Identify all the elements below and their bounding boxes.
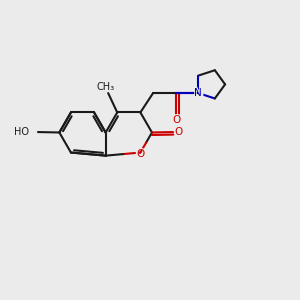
Text: N: N: [194, 88, 202, 98]
Text: O: O: [134, 147, 146, 161]
Text: O: O: [170, 113, 182, 127]
Text: N: N: [192, 86, 204, 100]
Text: O: O: [172, 115, 180, 125]
Text: HO: HO: [14, 127, 29, 137]
Text: CH₃: CH₃: [96, 82, 114, 92]
Text: O: O: [173, 125, 184, 139]
Text: O: O: [175, 127, 183, 137]
Text: O: O: [136, 149, 145, 159]
Text: HO: HO: [7, 125, 29, 138]
Text: CH₃: CH₃: [92, 81, 118, 94]
